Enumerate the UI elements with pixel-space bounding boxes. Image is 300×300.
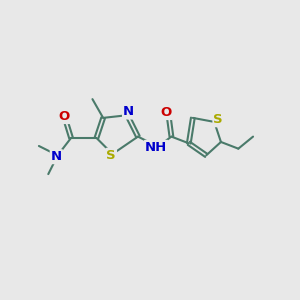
Text: S: S: [106, 149, 116, 162]
Text: N: N: [123, 106, 134, 118]
Text: S: S: [213, 113, 223, 126]
Text: N: N: [51, 150, 62, 163]
Text: O: O: [59, 110, 70, 123]
Text: NH: NH: [145, 141, 167, 154]
Text: O: O: [160, 106, 172, 119]
